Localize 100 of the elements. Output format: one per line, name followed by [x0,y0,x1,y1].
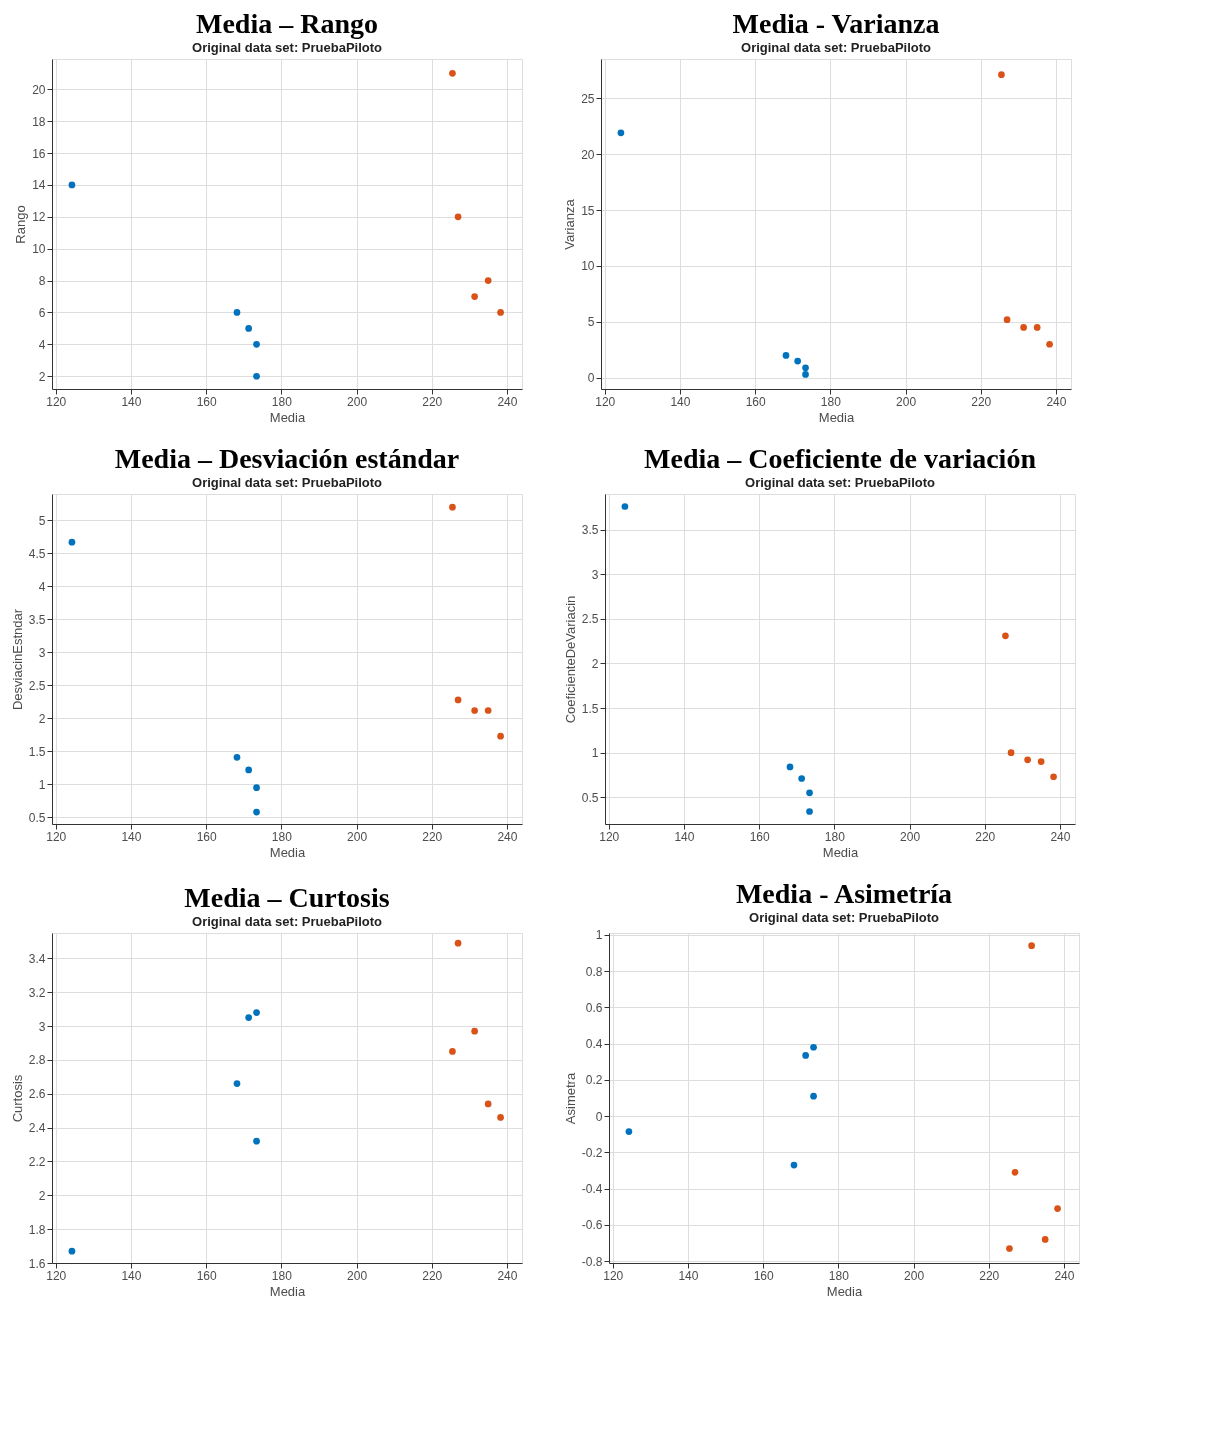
x-tick-label: 240 [497,829,518,844]
y-tick-label: 10 [581,259,595,274]
y-tick-label: 2.5 [28,678,46,693]
x-tick-label: 180 [828,1268,850,1283]
point [1037,758,1045,765]
y-tick-label: 12 [32,210,46,225]
x-tick-label: 160 [745,394,766,409]
chart-subtitle: Original data set: PruebaPiloto [192,40,383,55]
x-tick-label: 200 [347,829,368,844]
y-tick-label: 8 [38,274,46,289]
x-tick-label: 120 [46,1268,67,1283]
y-axis-title: CoeficienteDeVariacin [562,595,578,724]
point [484,277,492,284]
y-tick-label: 6 [38,305,46,320]
point [233,1080,241,1087]
x-tick-label: 160 [196,1268,217,1283]
y-tick-label: 20 [581,147,595,162]
y-tick-label: 4 [38,579,46,594]
x-tick-label: 180 [820,394,842,409]
point [794,357,801,365]
point [802,364,809,372]
x-tick-label: 120 [46,829,67,844]
x-axis-title: Media [269,409,306,425]
y-tick-label: 0 [587,371,595,386]
point [1054,1205,1061,1212]
x-axis-title: Media [818,409,855,425]
chart-title: Media – Coeficiente de variación [644,443,1037,474]
point [798,775,805,782]
chart-subtitle: Original data set: PruebaPiloto [749,909,940,925]
point [998,71,1005,79]
point [1002,632,1009,640]
point [245,1014,252,1021]
chart-title: Media - Asimetría [735,877,953,909]
x-tick-label: 200 [896,394,917,409]
point [253,1137,260,1145]
x-tick-label: 140 [678,1268,699,1283]
x-tick-label: 180 [271,1268,293,1283]
y-axis-title: Rango [13,205,29,244]
point [471,293,478,300]
chart-title: Media - Varianza [732,8,940,39]
point [449,1048,456,1055]
x-tick-label: 120 [599,829,620,844]
y-tick-label: 3.4 [28,951,46,966]
point [617,129,625,137]
y-tick-label: 2.6 [28,1087,46,1102]
y-axis-title: Varianza [562,198,578,250]
x-tick-label: 200 [347,1268,368,1283]
point [806,808,813,815]
y-tick-label: 2 [38,369,46,384]
y-tick-label: 15 [581,203,595,218]
x-axis-title: Media [826,1283,863,1299]
x-tick-label: 220 [979,1268,1000,1283]
y-tick-label: 3 [591,567,599,582]
x-tick-label: 160 [753,1268,774,1283]
y-tick-label: 0.5 [28,810,46,825]
point [625,1128,633,1135]
chart-title: Media – Rango [196,8,378,39]
point [245,325,252,332]
y-tick-label: 2 [38,711,46,726]
x-tick-label: 120 [603,1268,624,1283]
point [233,309,241,316]
chart-subtitle: Original data set: PruebaPiloto [192,475,383,490]
y-tick-label: 2 [591,656,599,671]
y-tick-label: 4.5 [28,546,46,561]
y-tick-label: 4 [38,337,46,352]
x-tick-label: 120 [595,394,616,409]
y-tick-label: 14 [32,178,46,193]
y-tick-label: 1.5 [28,744,46,759]
y-tick-label: 3.2 [28,985,46,1000]
x-tick-label: 220 [422,829,443,844]
point [802,1052,809,1059]
y-tick-label: 1.5 [581,701,599,716]
y-tick-label: 1 [38,777,46,792]
point [1007,749,1015,756]
y-tick-label: 18 [32,114,46,129]
x-tick-label: 180 [824,829,846,844]
point [454,939,462,947]
x-tick-label: 200 [900,829,921,844]
point [786,763,794,771]
point [1011,1168,1019,1176]
point [782,352,790,359]
point [1041,1236,1049,1243]
point [1006,1245,1013,1252]
x-tick-label: 220 [422,394,443,409]
point [253,341,260,348]
y-tick-label: 0.8 [585,964,603,979]
y-tick-label: 3 [38,1019,46,1034]
point [621,503,629,510]
x-tick-label: 120 [46,394,67,409]
point [497,1114,504,1121]
point [497,309,504,316]
x-axis-title: Media [269,844,306,860]
y-axis-title: Asimetra [562,1072,578,1125]
point [497,732,504,740]
y-tick-label: 1.8 [28,1222,46,1237]
y-tick-label: -0.4 [581,1182,603,1197]
point [233,753,241,761]
x-axis-title: Media [269,1283,306,1299]
x-tick-label: 240 [497,1268,518,1283]
point [484,1100,492,1108]
